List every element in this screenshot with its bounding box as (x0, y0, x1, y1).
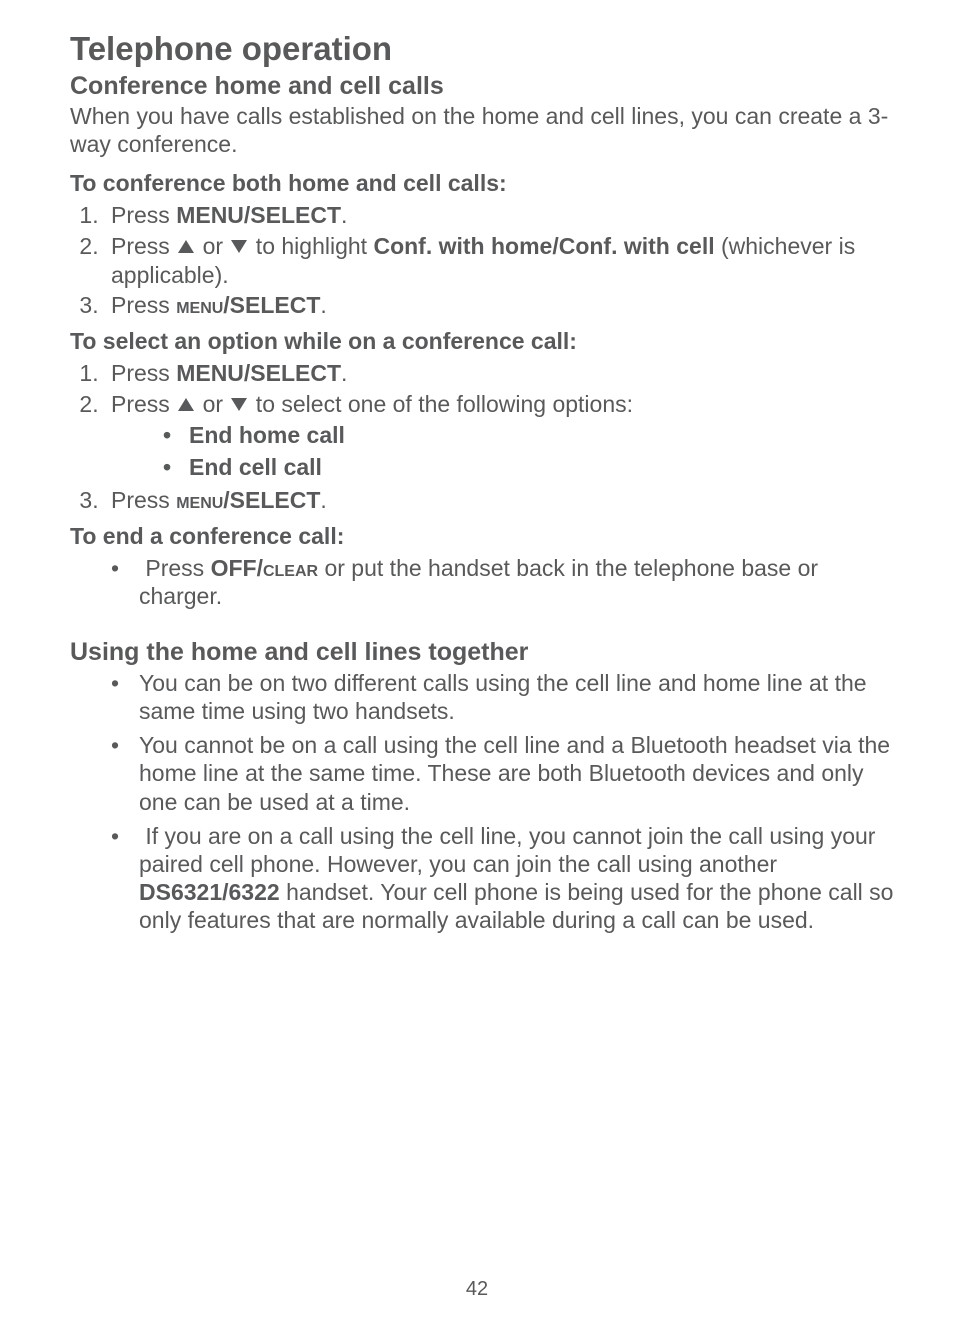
text-bold: DS6321/6322 (139, 879, 280, 905)
subhead-select-option: To select an option while on a conferenc… (70, 328, 894, 355)
text: or (196, 233, 229, 259)
section-heading-using-lines: Using the home and cell lines together (70, 638, 894, 667)
text-smallcaps: menu (176, 487, 223, 513)
list-item: End cell call (183, 453, 894, 483)
text: You can be on two different calls using … (139, 670, 867, 724)
page-title: Telephone operation (70, 30, 894, 68)
text: . (320, 292, 326, 318)
text: You cannot be on a call using the cell l… (139, 732, 890, 814)
text: Press (111, 202, 176, 228)
triangle-down-icon (231, 398, 247, 411)
list-item: Press MENU/SELECT. (105, 359, 894, 388)
list-item: Press menu/SELECT. (105, 291, 894, 320)
list-item: If you are on a call using the cell line… (133, 822, 894, 934)
list-item: End home call (183, 421, 894, 451)
triangle-down-icon (231, 240, 247, 253)
list-item: You cannot be on a call using the cell l… (133, 731, 894, 815)
text-bold: Conf. with home/Conf. with cell (373, 233, 714, 259)
subhead-conference-both: To conference both home and cell calls: (70, 170, 894, 197)
text: to select one of the following options: (249, 391, 633, 417)
triangle-up-icon (178, 240, 194, 253)
section-heading-conference: Conference home and cell calls (70, 72, 894, 101)
list-item: Press OFF/clear or put the handset back … (133, 554, 894, 610)
text-bold: End home call (189, 422, 345, 448)
text: . (341, 360, 347, 386)
text: Press (111, 391, 176, 417)
text: Press (111, 292, 176, 318)
text-bold: /SELECT (223, 292, 320, 318)
text: If you are on a call using the cell line… (139, 823, 875, 877)
list-item: Press or to select one of the following … (105, 390, 894, 483)
text-bold: End cell call (189, 454, 322, 480)
list-item: Press or to highlight Conf. with home/Co… (105, 232, 894, 290)
triangle-up-icon (178, 398, 194, 411)
end-conference-list: Press OFF/clear or put the handset back … (70, 554, 894, 610)
text: . (341, 202, 347, 228)
option-list: End home call End cell call (111, 421, 894, 483)
using-lines-list: You can be on two different calls using … (70, 669, 894, 933)
text: Press (111, 233, 176, 259)
text: Press (111, 360, 176, 386)
page-content: Telephone operation Conference home and … (0, 0, 954, 934)
steps-select-option: Press MENU/SELECT. Press or to select on… (70, 359, 894, 515)
list-item: Press MENU/SELECT. (105, 201, 894, 230)
list-item: You can be on two different calls using … (133, 669, 894, 725)
text-smallcaps: menu (176, 292, 223, 318)
text-smallcaps: clear (263, 555, 318, 581)
text-bold: MENU/SELECT (176, 360, 341, 386)
list-item: Press menu/SELECT. (105, 486, 894, 515)
text-bold: MENU/SELECT (176, 202, 341, 228)
subhead-end-conference: To end a conference call: (70, 523, 894, 550)
text: or (196, 391, 229, 417)
intro-paragraph: When you have calls established on the h… (70, 103, 894, 158)
text: Press (145, 555, 210, 581)
text-bold: /SELECT (223, 487, 320, 513)
text: to highlight (249, 233, 373, 259)
steps-conference-both: Press MENU/SELECT. Press or to highlight… (70, 201, 894, 320)
text-bold: OFF/ (211, 555, 263, 581)
page-number: 42 (0, 1278, 954, 1301)
text: . (320, 487, 326, 513)
text: Press (111, 487, 176, 513)
